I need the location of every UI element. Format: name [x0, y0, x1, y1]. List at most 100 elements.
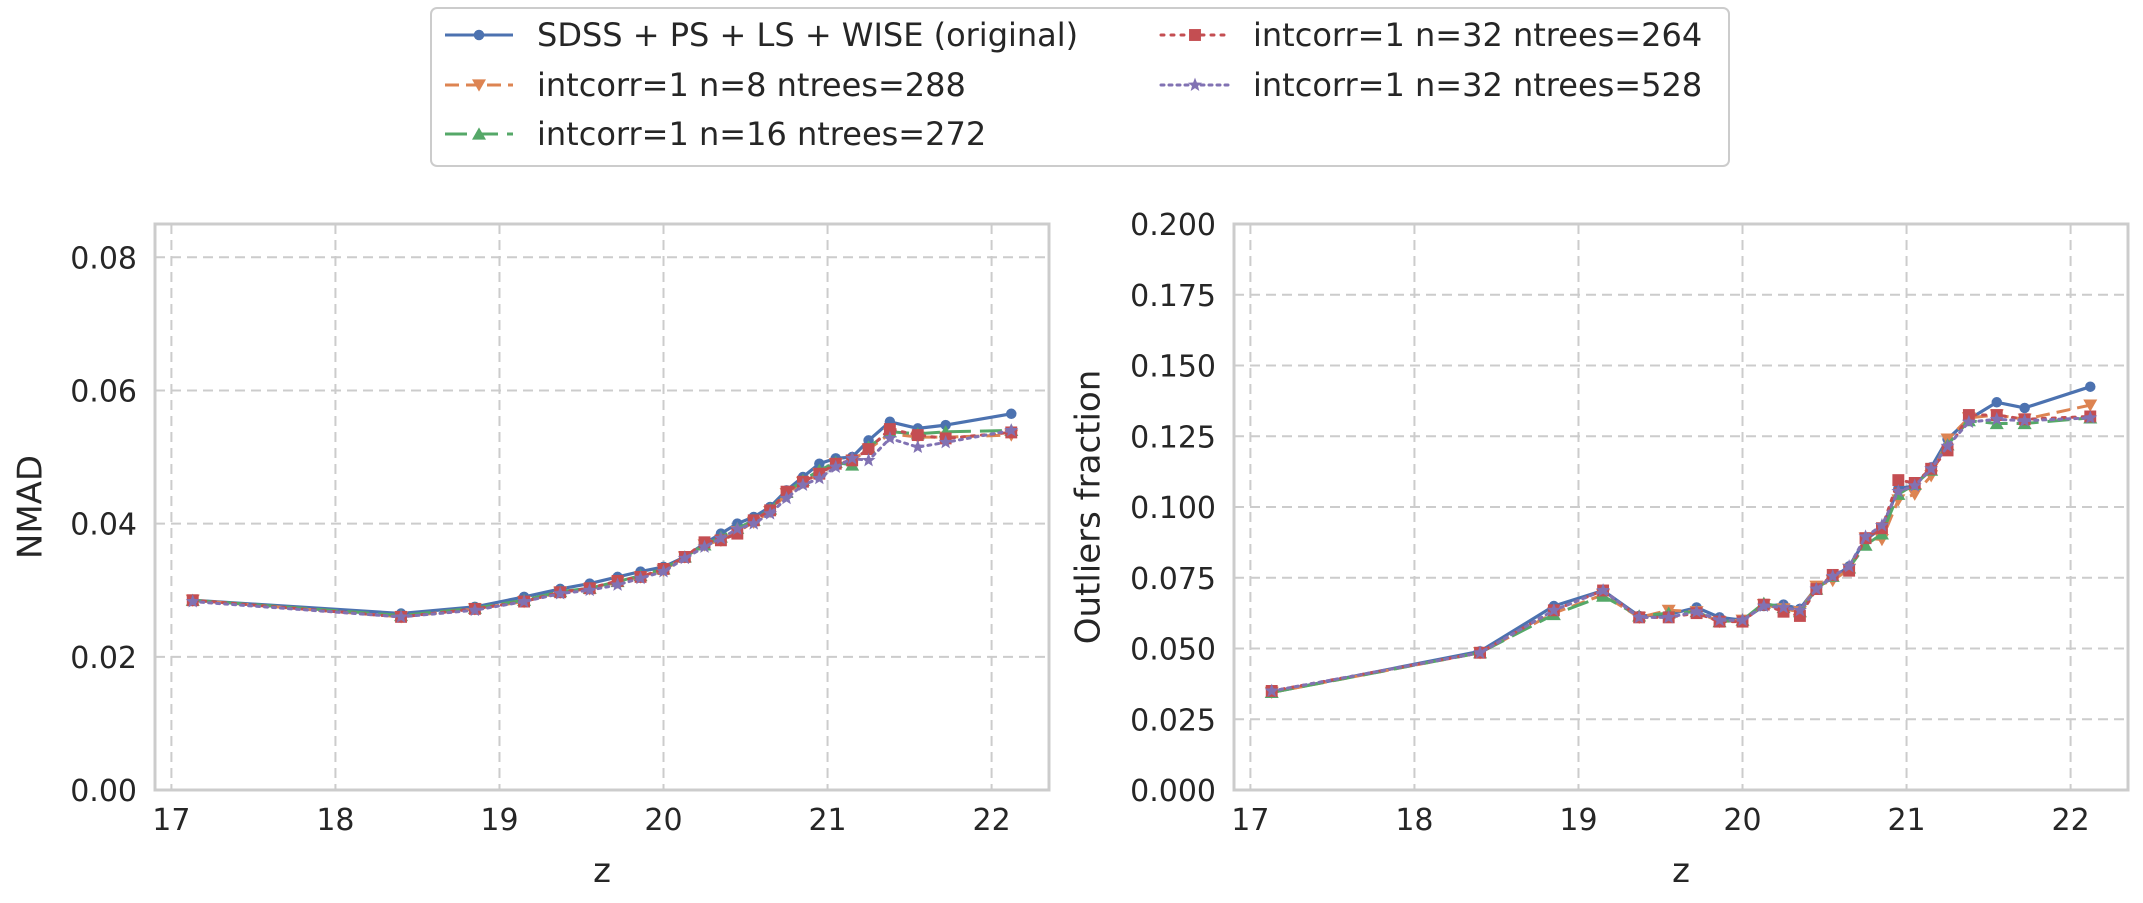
data-point [1661, 610, 1676, 624]
data-point [1989, 416, 2004, 430]
data-point [656, 564, 671, 578]
series-line [1270, 413, 2092, 693]
legend-item: intcorr=1 n=32 ntrees=264 [1159, 16, 1702, 54]
data-point [746, 516, 761, 530]
data-point [2083, 399, 2098, 412]
legend-item: intcorr=1 n=8 ntrees=288 [445, 66, 966, 104]
data-point [910, 439, 925, 454]
data-point [2085, 381, 2096, 392]
data-point [938, 435, 953, 449]
y-tick-label: 0.075 [1130, 562, 1216, 597]
data-point [697, 539, 712, 553]
data-point [940, 419, 951, 431]
y-tick-label: 0.06 [70, 374, 137, 409]
series-4 [1264, 410, 2098, 697]
x-tick-label: 18 [1395, 803, 1433, 838]
data-point [1689, 604, 1704, 618]
legend-marker [1188, 77, 1202, 91]
x-tick-label: 18 [316, 803, 354, 838]
y-tick-label: 0.08 [70, 241, 137, 276]
data-point [2017, 413, 2032, 427]
y-tick-label: 0.100 [1130, 491, 1216, 526]
data-point [610, 577, 625, 591]
data-point [812, 471, 827, 485]
grid [155, 224, 1049, 791]
data-point [1891, 484, 1906, 498]
legend-item: intcorr=1 n=32 ntrees=528 [1159, 66, 1702, 104]
data-point [582, 582, 597, 597]
data-point [677, 550, 692, 565]
series-3 [1265, 409, 2097, 697]
legend-marker [1189, 29, 1201, 41]
data-point [863, 435, 874, 446]
series-2 [185, 423, 1019, 622]
series-4 [185, 423, 1019, 623]
y-tick-label: 0.025 [1130, 703, 1216, 738]
data-point [795, 477, 810, 491]
legend-box [430, 7, 1730, 167]
x-tick-label: 20 [1723, 803, 1761, 838]
data-point [553, 586, 568, 600]
data-point [1907, 478, 1922, 492]
legend-marker [472, 79, 486, 92]
data-point [861, 453, 876, 467]
data-point [1924, 461, 1939, 475]
data-point [1940, 438, 1955, 453]
series-2 [1264, 411, 2098, 698]
x-tick-label: 22 [2051, 803, 2089, 838]
data-point [467, 602, 482, 617]
y-tick-label: 0.200 [1130, 208, 1216, 243]
legend-marker [472, 127, 486, 140]
data-point [828, 459, 843, 473]
data-point [1596, 583, 1611, 597]
legend: SDSS + PS + LS + WISE (original) intcorr=… [430, 7, 1730, 167]
data-point [1991, 397, 2003, 408]
x-tick-label: 21 [808, 803, 846, 838]
y-tick-label: 0.175 [1130, 279, 1216, 314]
data-point [1735, 612, 1750, 627]
data-point [862, 443, 875, 456]
data-point [1989, 411, 2004, 426]
x-axis-label: z [1672, 851, 1690, 891]
data-point [1473, 645, 1488, 659]
legend-marker [473, 29, 485, 41]
data-point [845, 451, 860, 465]
data-point [1858, 529, 1873, 543]
data-point [1892, 474, 1905, 487]
y-tick-label: 0.04 [70, 508, 137, 543]
series-1 [185, 428, 1019, 624]
nmad-panel: 17 18 19 20 21 22 0.00 0.02 0.04 0.06 0.08 z NMAD [11, 222, 1051, 891]
series-line [1271, 416, 2091, 694]
y-tick-label: 0.150 [1130, 350, 1216, 385]
data-point [763, 506, 778, 520]
data-point [1712, 612, 1727, 627]
data-point [1842, 559, 1857, 573]
data-point [1756, 598, 1771, 612]
y-axis-label: NMAD [11, 455, 51, 559]
data-point [517, 594, 532, 608]
data-point [882, 431, 897, 445]
legend-label: intcorr=1 n=32 ntrees=264 [1253, 16, 1702, 54]
data-point [1546, 602, 1561, 617]
data-point [1961, 414, 1976, 429]
y-axis-label: Outliers fraction [1069, 370, 1109, 645]
legend-label: SDSS + PS + LS + WISE (original) [537, 16, 1078, 54]
data-point [1907, 488, 1922, 501]
y-tick-label: 0.02 [70, 641, 137, 676]
data-point [814, 458, 825, 469]
data-point [1792, 602, 1807, 617]
data-point [1006, 408, 1017, 420]
series-line [1271, 385, 2091, 694]
data-point [730, 521, 745, 535]
x-tick-label: 22 [972, 803, 1010, 838]
x-tick-label: 20 [644, 803, 682, 838]
legend-label: intcorr=1 n=16 ntrees=272 [537, 115, 986, 153]
data-point [1632, 610, 1647, 624]
axes-frame [1232, 222, 2130, 792]
series-line [192, 432, 1012, 619]
grid [1234, 223, 2128, 791]
series-1 [1264, 399, 2098, 700]
y-tick-label: 0.050 [1130, 633, 1216, 668]
y-tick-label: 0.000 [1130, 774, 1216, 809]
